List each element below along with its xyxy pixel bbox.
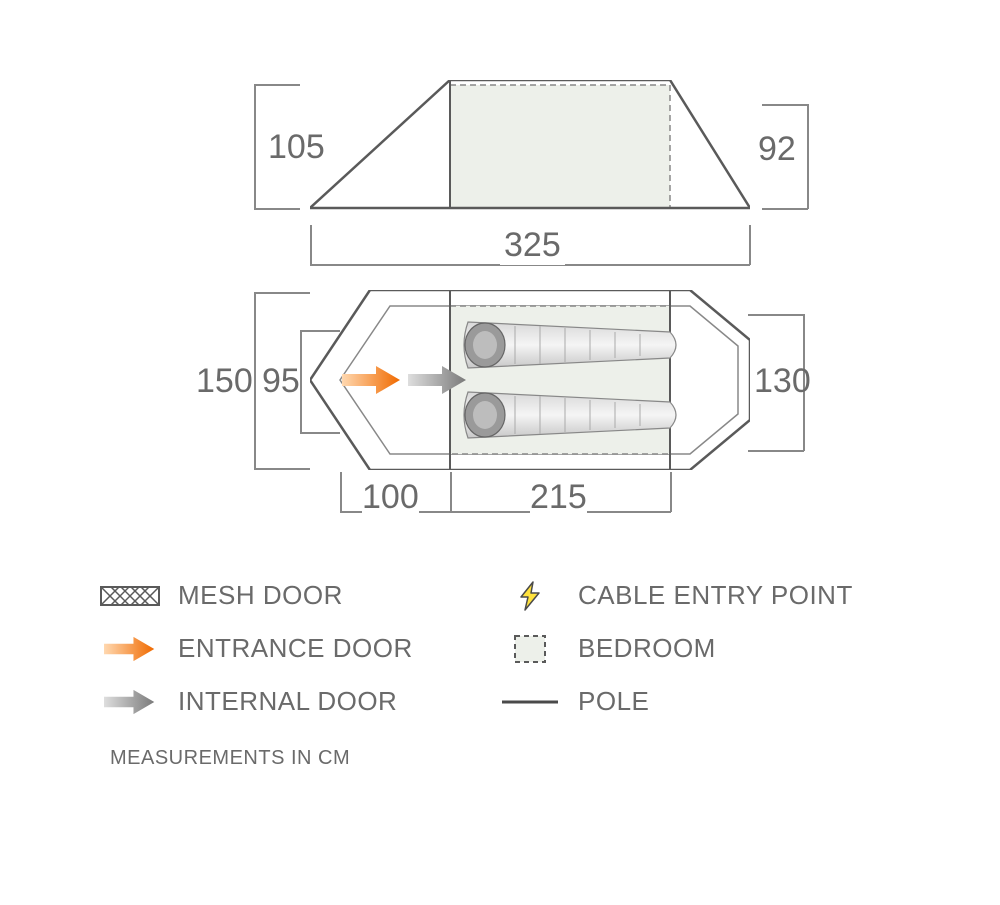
mesh-icon <box>100 581 160 611</box>
lightning-icon <box>500 581 560 611</box>
side-elevation <box>310 80 750 215</box>
legend-pole: POLE <box>500 686 900 717</box>
dim-width-inner-right: 130 <box>754 362 811 401</box>
legend-label: BEDROOM <box>578 633 716 664</box>
dim-height-left: 105 <box>268 128 325 167</box>
dim-width-vestibule: 95 <box>262 362 300 401</box>
tent-diagram: 105 92 325 <box>150 70 850 530</box>
legend-label: INTERNAL DOOR <box>178 686 397 717</box>
legend-entrance-door: ENTRANCE DOOR <box>100 633 500 664</box>
pole-icon <box>500 687 560 717</box>
dim-width-total: 325 <box>500 226 565 265</box>
dim-height-right: 92 <box>758 130 796 169</box>
entrance-arrow-icon <box>342 365 402 395</box>
dim-depth-vestibule: 100 <box>362 478 419 517</box>
dim-width-outer: 150 <box>196 362 253 401</box>
legend-label: POLE <box>578 686 649 717</box>
legend-internal-door: INTERNAL DOOR <box>100 686 500 717</box>
dim-depth-bedroom: 215 <box>530 478 587 517</box>
legend-mesh-door: MESH DOOR <box>100 580 500 611</box>
legend-label: ENTRANCE DOOR <box>178 633 413 664</box>
footnote: MEASUREMENTS IN CM <box>100 747 910 770</box>
legend-label: MESH DOOR <box>178 580 343 611</box>
entrance-arrow-icon <box>100 634 160 664</box>
legend-label: CABLE ENTRY POINT <box>578 580 853 611</box>
bedroom-icon <box>500 634 560 664</box>
legend-cable-entry: CABLE ENTRY POINT <box>500 580 900 611</box>
legend: MESH DOOR CABLE ENTRY POINT <box>90 580 910 770</box>
legend-bedroom: BEDROOM <box>500 633 900 664</box>
internal-arrow-icon <box>408 365 468 395</box>
internal-arrow-icon <box>100 687 160 717</box>
